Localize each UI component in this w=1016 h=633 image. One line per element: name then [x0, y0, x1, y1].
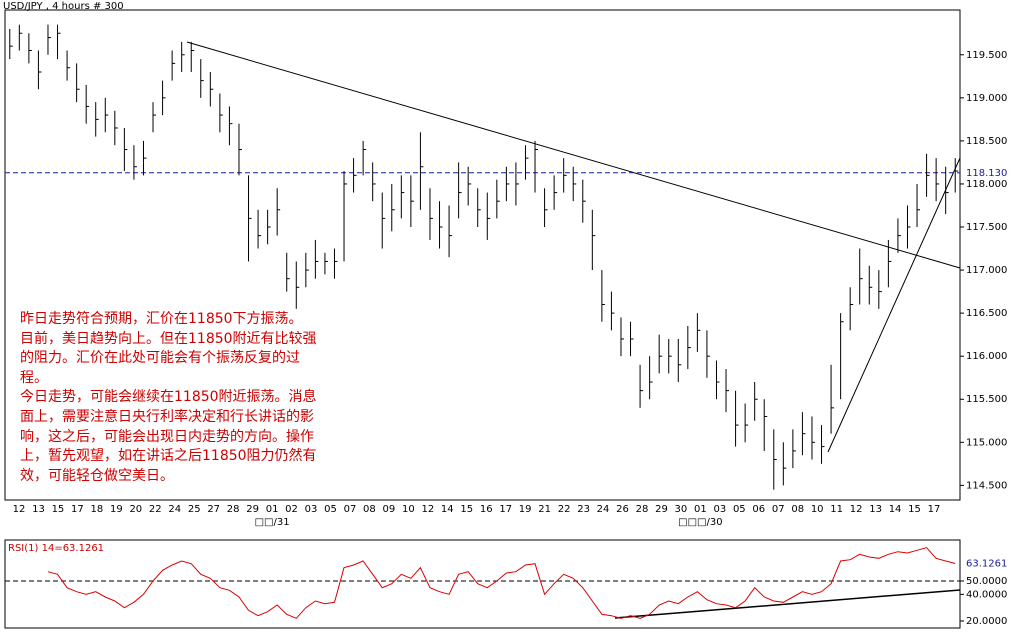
x-tick-label: 12: [850, 504, 863, 515]
annotation-line: 面上，需要注意日央行利率决定和行长讲话的影: [20, 408, 314, 425]
x-tick-label: 03: [305, 504, 318, 515]
x-tick-label: 17: [71, 504, 84, 515]
y-tick-label: 114.500: [966, 480, 1007, 491]
x-tick-label: 10: [402, 504, 415, 515]
x-tick-label: 29: [246, 504, 259, 515]
trendline: [186, 41, 961, 269]
y-tick-label: 118.500: [966, 136, 1007, 147]
y-tick-label: 50.0000: [966, 576, 1007, 587]
annotation-line: 响，这之后，可能会出现日内走势的方向。操作: [20, 428, 314, 445]
x-tick-label: 20: [129, 504, 142, 515]
x-tick-label: 23: [577, 504, 590, 515]
y-tick-label: 20.0000: [966, 616, 1007, 627]
x-tick-label: 01: [266, 504, 279, 515]
x-tick-label: 17: [928, 504, 941, 515]
x-tick-label: 22: [149, 504, 162, 515]
y-tick-label: 118.000: [966, 179, 1007, 190]
month-label: □□/31: [255, 517, 290, 528]
annotation-line: 效，可能轻仓做空美日。: [20, 467, 174, 484]
month-label: □□□/30: [678, 517, 722, 528]
x-tick-label: 16: [480, 504, 493, 515]
x-tick-label: 15: [908, 504, 921, 515]
x-tick-label: 17: [499, 504, 512, 515]
x-tick-label: 24: [168, 504, 181, 515]
x-tick-label: 12: [421, 504, 434, 515]
x-tick-label: 21: [538, 504, 551, 515]
rsi-value-label: 63.1261: [966, 558, 1007, 569]
y-tick-label: 115.500: [966, 394, 1007, 405]
x-tick-label: 02: [285, 504, 298, 515]
x-tick-label: 05: [733, 504, 746, 515]
trendline: [827, 157, 961, 453]
x-tick-label: 13: [32, 504, 45, 515]
x-tick-label: 12: [13, 504, 26, 515]
x-tick-label: 15: [52, 504, 65, 515]
rsi-title: RSI(1) 14=63.1261: [8, 543, 104, 554]
annotation: 昨日走势符合预期，汇价在11850下方振荡。 目前，美日趋势向上。但在11850附…: [20, 310, 317, 486]
x-tick-label: 08: [791, 504, 804, 515]
x-tick-label: 22: [558, 504, 571, 515]
x-tick-label: 09: [383, 504, 396, 515]
x-tick-label: 30: [675, 504, 688, 515]
x-tick-label: 11: [830, 504, 843, 515]
x-tick-label: 18: [91, 504, 104, 515]
y-tick-label: 119.000: [966, 93, 1007, 104]
x-tick-label: 27: [207, 504, 220, 515]
x-tick-label: 14: [889, 504, 902, 515]
y-tick-label: 115.000: [966, 437, 1007, 448]
x-tick-label: 08: [363, 504, 376, 515]
x-tick-label: 01: [694, 504, 707, 515]
annotation-line: 昨日走势符合预期，汇价在11850下方振荡。: [20, 311, 303, 327]
x-tick-label: 13: [869, 504, 882, 515]
x-tick-label: 29: [655, 504, 668, 515]
trendline: [614, 589, 961, 619]
x-tick-label: 07: [772, 504, 785, 515]
x-tick-label: 28: [636, 504, 649, 515]
x-tick-label: 15: [460, 504, 473, 515]
x-tick-label: 19: [110, 504, 123, 515]
y-tick-label: 119.500: [966, 50, 1007, 61]
x-tick-label: 07: [344, 504, 357, 515]
x-tick-label: 10: [811, 504, 824, 515]
x-tick-label: 19: [519, 504, 532, 515]
x-tick-label: 26: [616, 504, 629, 515]
annotation-line: 上，暂先观望，如在讲话之后11850阻力仍然有: [20, 448, 317, 465]
y-tick-label: 116.000: [966, 351, 1007, 362]
y-tick-label: 117.500: [966, 222, 1007, 233]
y-tick-label: 40.0000: [966, 589, 1007, 600]
price-frame: [4, 9, 961, 501]
x-tick-label: 06: [752, 504, 765, 515]
x-tick-label: 24: [597, 504, 610, 515]
rsi-frame: [4, 539, 961, 629]
annotation-line: 程。: [20, 369, 48, 386]
annotation-line: 的阻力。汇价在此处可能会有个振荡反复的过: [20, 350, 300, 367]
y-tick-label: 117.000: [966, 265, 1007, 276]
y-tick-label: 116.500: [966, 308, 1007, 319]
annotation-line: 今日走势，可能会继续在11850附近振荡。消息: [20, 389, 317, 406]
annotation-line: 目前，美日趋势向上。但在11850附近有比较强: [20, 330, 317, 347]
x-tick-label: 14: [441, 504, 454, 515]
x-tick-label: 25: [188, 504, 201, 515]
x-tick-label: 28: [227, 504, 240, 515]
x-tick-label: 03: [713, 504, 726, 515]
level-label: 118.130: [966, 168, 1007, 179]
chart-title: USD/JPY , 4 hours # 300: [3, 1, 124, 12]
x-tick-label: 05: [324, 504, 337, 515]
rsi-line: [47, 547, 956, 619]
